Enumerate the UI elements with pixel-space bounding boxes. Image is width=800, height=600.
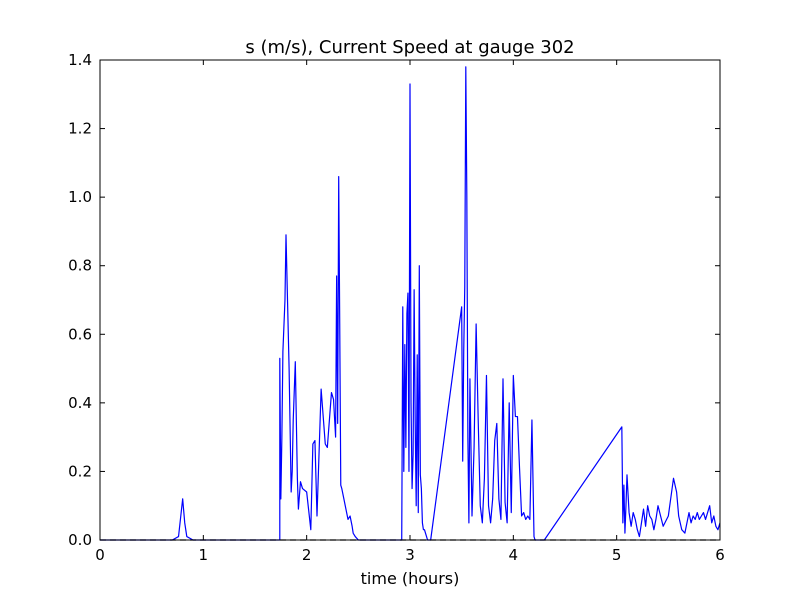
y-tick-label: 1.2 — [68, 120, 92, 138]
speed-series-line — [100, 66, 721, 541]
y-tick-label: 0.6 — [68, 325, 92, 343]
tick-layer: 0 1 2 3 4 5 6 0.0 0.2 0.4 0.6 0.8 1.0 1.2 1.4 — [68, 51, 725, 564]
y-tick-label: 0.0 — [68, 531, 92, 549]
y-tick-label: 0.8 — [68, 257, 92, 275]
x-tick-label: 1 — [199, 546, 209, 564]
x-tick-label: 2 — [302, 546, 312, 564]
x-tick-label: 6 — [715, 546, 725, 564]
y-tick-label: 1.4 — [68, 51, 92, 69]
x-tick-label: 5 — [612, 546, 622, 564]
y-tick-label: 1.0 — [68, 188, 92, 206]
x-tick-label: 4 — [509, 546, 519, 564]
x-tick-label: 3 — [405, 546, 415, 564]
y-tick-label: 0.4 — [68, 394, 92, 412]
x-axis-label: time (hours) — [361, 569, 460, 588]
x-tick-label: 0 — [95, 546, 105, 564]
chart-title: s (m/s), Current Speed at gauge 302 — [245, 37, 574, 58]
y-tick-label: 0.2 — [68, 462, 92, 480]
